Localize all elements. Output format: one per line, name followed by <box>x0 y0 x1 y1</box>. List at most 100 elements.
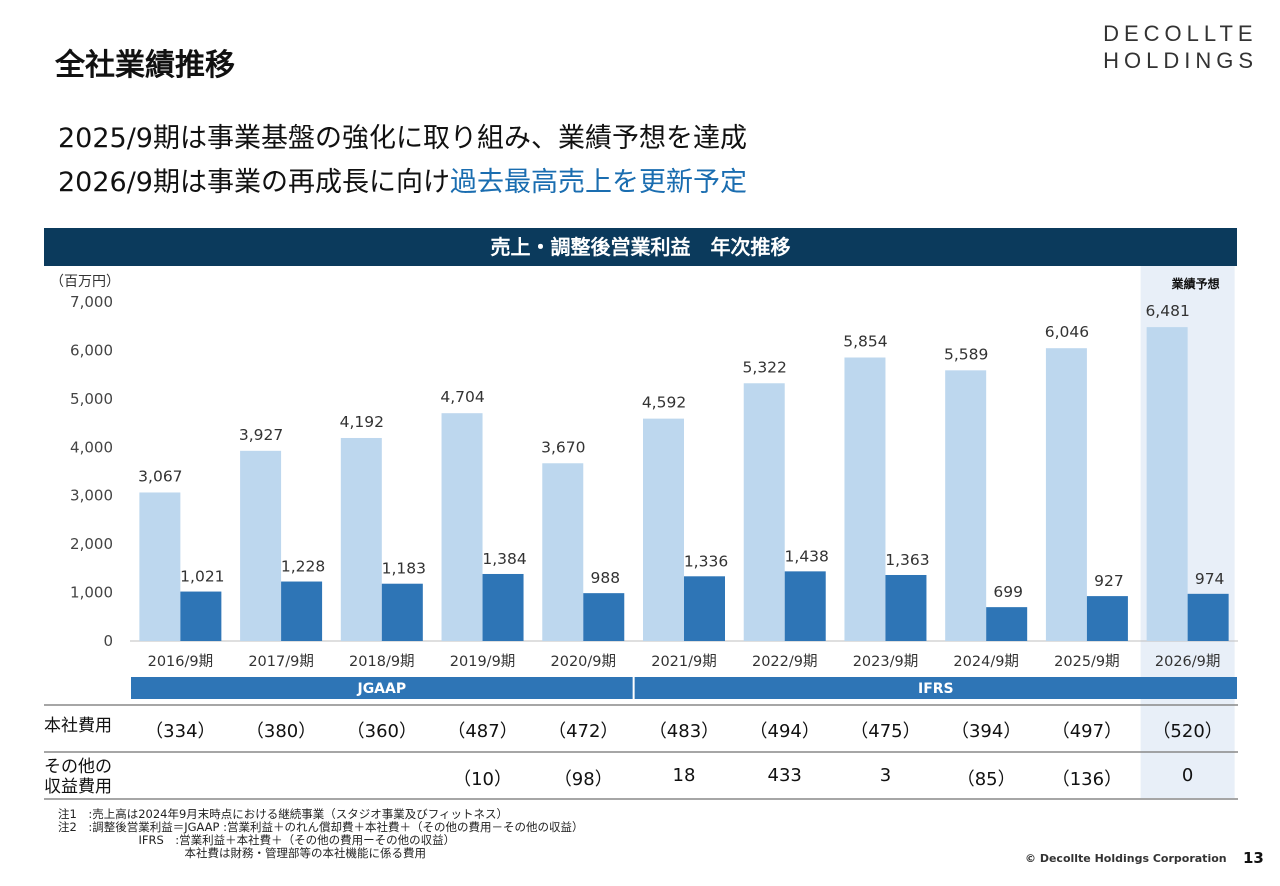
footnote-line: 本社費は財務・管理部等の本社機能に係る費用 <box>58 846 426 860</box>
x-tick-label: 2016/9期 <box>148 653 214 670</box>
table-cell: 433 <box>767 765 802 786</box>
table-cell: （360） <box>346 721 417 742</box>
table-cell: （483） <box>648 721 720 742</box>
sales-data-label: 4,192 <box>340 413 384 431</box>
profit-data-label: 1,021 <box>180 568 224 586</box>
headline-line-2-accent: 過去最高売上を更新予定 <box>450 167 747 198</box>
sales-data-label: 5,322 <box>743 358 787 376</box>
profit-data-label: 988 <box>590 569 620 587</box>
standard-band <box>131 677 633 699</box>
sales-bar <box>844 357 886 641</box>
sales-data-label: 3,670 <box>541 438 585 456</box>
profit-bar <box>684 576 725 641</box>
sales-bar <box>1045 348 1087 641</box>
sales-bar <box>542 463 584 641</box>
headline-line-2: 2026/9期は事業の再成長に向け過去最高売上を更新予定 <box>58 160 747 199</box>
sales-bar <box>441 413 483 641</box>
profit-bar <box>583 593 625 641</box>
x-tick-label: 2025/9期 <box>1054 653 1120 670</box>
profit-bar <box>281 581 323 641</box>
y-tick-label: 1,000 <box>70 584 113 602</box>
table-cell: （520） <box>1152 721 1223 742</box>
sales-data-label: 3,067 <box>138 467 182 485</box>
y-tick-label: 3,000 <box>70 487 113 505</box>
table-cell: （497） <box>1051 721 1123 742</box>
sales-data-label: 4,592 <box>642 394 686 412</box>
x-tick-label: 2026/9期 <box>1155 653 1221 670</box>
profit-data-label: 1,336 <box>684 552 728 570</box>
profit-data-label: 699 <box>993 583 1023 601</box>
table-cell: （85） <box>956 769 1016 790</box>
table-cell: （487） <box>447 721 518 742</box>
y-tick-label: 6,000 <box>70 341 113 359</box>
chart-header: 売上・調整後営業利益 年次推移 <box>44 228 1237 266</box>
headline-line-1: 2025/9期は事業基盤の強化に取り組み、業績予想を達成 <box>58 123 747 154</box>
profit-bar <box>482 573 524 641</box>
profit-data-label: 1,183 <box>382 560 426 578</box>
sales-bar <box>1146 327 1188 641</box>
sales-bar <box>240 450 282 641</box>
table-row-label: その他の 収益費用 <box>44 757 112 797</box>
sales-data-label: 3,927 <box>239 426 283 444</box>
table-cell: （380） <box>245 721 317 742</box>
footnote-line: 注2 :調整後営業利益＝JGAAP :営業利益＋のれん償却費＋本社費＋（その他の… <box>58 820 584 834</box>
company-logo: DECOLLTE HOLDINGS <box>1103 20 1258 74</box>
x-tick-label: 2023/9期 <box>853 653 919 670</box>
logo-line-2: HOLDINGS <box>1103 48 1258 73</box>
y-tick-label: 2,000 <box>70 535 113 553</box>
y-unit-label: （百万円） <box>50 274 120 290</box>
page-title: 全社業績推移 <box>55 48 235 83</box>
sales-bar <box>340 437 382 641</box>
x-tick-label: 2022/9期 <box>752 653 818 670</box>
sales-bar <box>139 492 181 641</box>
footnote-line: 注1 :売上高は2024年9月末時点における継続事業（スタジオ事業及びフィットネ… <box>58 807 509 821</box>
sales-bar <box>743 383 785 641</box>
table-cell: （475） <box>850 721 921 742</box>
standard-band <box>634 677 1237 699</box>
sales-bar <box>643 418 684 641</box>
x-tick-label: 2024/9期 <box>953 653 1019 670</box>
table-cell: 18 <box>672 765 696 786</box>
y-tick-label: 4,000 <box>70 438 113 456</box>
profit-bar <box>1086 596 1128 641</box>
sales-data-label: 6,481 <box>1145 302 1189 320</box>
profit-data-label: 1,384 <box>482 550 526 568</box>
table-cell: 3 <box>879 765 892 786</box>
x-tick-label: 2017/9期 <box>248 653 314 670</box>
profit-bar <box>885 574 927 641</box>
profit-bar <box>381 583 423 641</box>
sales-data-label: 5,589 <box>944 345 988 363</box>
profit-data-label: 974 <box>1195 570 1225 588</box>
profit-data-label: 1,228 <box>281 558 325 576</box>
table-cell: （472） <box>548 721 619 742</box>
table-row-label: 本社費用 <box>44 716 112 736</box>
profit-data-label: 1,438 <box>785 547 829 565</box>
x-tick-label: 2021/9期 <box>651 653 717 670</box>
table-cell: （334） <box>145 721 216 742</box>
x-tick-label: 2019/9期 <box>450 653 516 670</box>
table-cell: （98） <box>553 769 613 790</box>
sales-bar <box>945 370 987 641</box>
table-cell: 0 <box>1181 765 1194 786</box>
copyright: © Decollte Holdings Corporation <box>1025 852 1227 865</box>
profit-bar <box>784 571 826 641</box>
profit-bar <box>986 607 1028 641</box>
table-cell: （394） <box>950 721 1022 742</box>
x-tick-label: 2020/9期 <box>551 653 617 670</box>
sales-data-label: 4,704 <box>440 388 484 406</box>
table-cell: （494） <box>749 721 820 742</box>
sales-data-label: 5,854 <box>843 332 887 350</box>
x-tick-label: 2018/9期 <box>349 653 415 670</box>
y-tick-label: 7,000 <box>70 293 113 311</box>
standard-band-label: JGAAP <box>356 681 406 697</box>
table-cell: （136） <box>1051 769 1123 790</box>
headline-line-2-prefix: 2026/9期は事業の再成長に向け <box>58 167 450 198</box>
table-cell: （10） <box>453 769 512 790</box>
footnote-line: IFRS :営業利益＋本社費＋（その他の費用ーその他の収益） <box>58 833 456 847</box>
profit-bar <box>1187 593 1229 641</box>
standard-band-label: IFRS <box>918 681 954 697</box>
logo-line-1: DECOLLTE <box>1103 21 1258 46</box>
profit-data-label: 1,363 <box>885 551 929 569</box>
y-tick-label: 0 <box>103 632 113 650</box>
